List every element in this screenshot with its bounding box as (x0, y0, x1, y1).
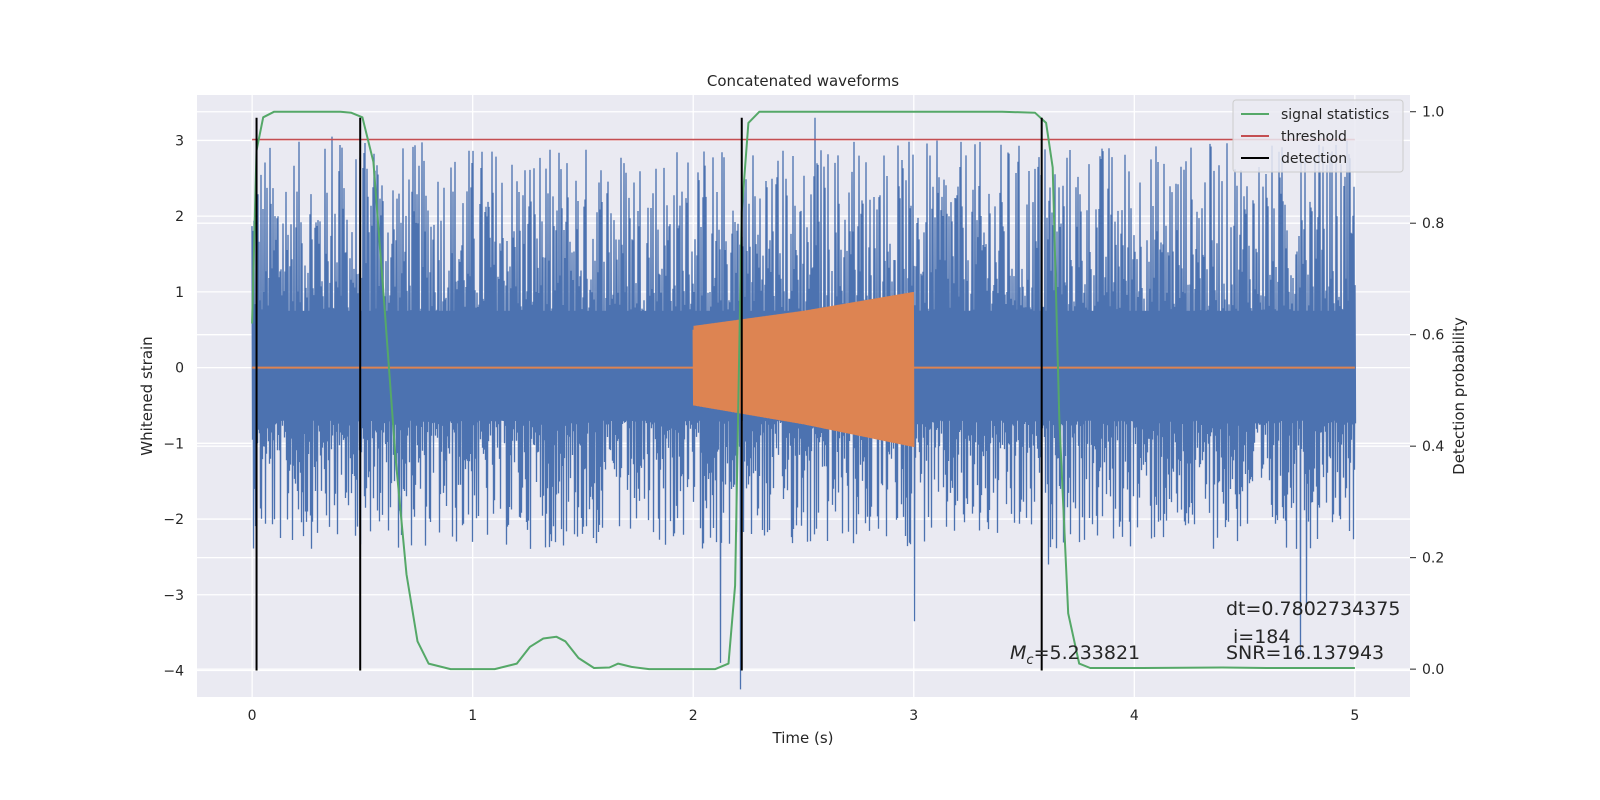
annotation-dt: dt=0.7802734375 (1226, 598, 1400, 620)
annotation-index: i=184 (1233, 626, 1290, 648)
x-tick-label: 3 (909, 708, 918, 724)
y-tick-label: −4 (163, 663, 184, 679)
x-tick-label: 4 (1130, 708, 1139, 724)
y-tick-label: 2 (175, 209, 184, 225)
legend: signal statistics threshold detection (1232, 99, 1404, 173)
chirp-line (692, 291, 915, 448)
x-tick-label: 1 (468, 708, 477, 724)
y2-tick-label: 0.6 (1422, 328, 1444, 344)
y-tick-label: −3 (163, 588, 184, 604)
annotation-mc: Mc=5.233821 (1010, 642, 1140, 668)
x-axis-label: Time (s) (772, 729, 834, 747)
y-tick-label: 1 (175, 285, 184, 301)
annotation-mc-subscript: c (1026, 653, 1033, 668)
y2-tick-label: 0.2 (1422, 551, 1444, 567)
x-tick-label: 0 (248, 708, 257, 724)
legend-label-detection: detection (1281, 151, 1347, 167)
axis-ticks: 0 1 2 3 4 5 3 2 1 0 −1 −2 −3 −4 1.0 0.8 0.6 0.4 0.2 0.0 (163, 105, 1444, 724)
legend-label-threshold: threshold (1281, 129, 1347, 145)
annotation-mc-symbol: M (1010, 642, 1026, 664)
x-tick-label: 5 (1350, 708, 1359, 724)
chart-title: Concatenated waveforms (707, 72, 899, 90)
chirp-series (252, 291, 1355, 448)
y2-tick-label: 0.4 (1422, 439, 1444, 455)
signal-statistics-line (251, 110, 1355, 671)
signal-statistics-series (251, 110, 1355, 671)
detection-lines (255, 117, 1043, 671)
y-tick-label: −2 (163, 512, 184, 528)
legend-box (1232, 99, 1404, 173)
y-tick-label: 3 (175, 133, 184, 149)
x-tick-label: 2 (689, 708, 698, 724)
annotation-mc-value: =5.233821 (1034, 642, 1141, 664)
y-tick-label: 0 (175, 361, 184, 377)
y2-tick-label: 0.0 (1422, 662, 1444, 678)
y2-tick-label: 0.8 (1422, 216, 1444, 232)
legend-label-signal-statistics: signal statistics (1281, 107, 1389, 123)
y-axis-label: Whitened strain (138, 336, 156, 455)
y-tick-label: −1 (163, 436, 184, 452)
y2-tick-label: 1.0 (1422, 105, 1444, 121)
y2-axis-label: Detection probability (1450, 317, 1468, 475)
annotation-snr: SNR=16.137943 (1226, 642, 1384, 664)
